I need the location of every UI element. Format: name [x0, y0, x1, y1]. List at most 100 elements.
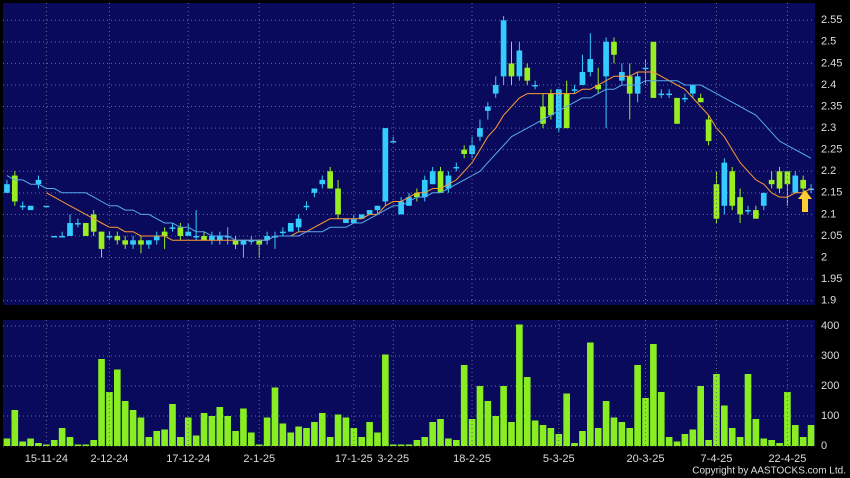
volume-bar — [287, 432, 295, 446]
y-tick-label: 100 — [821, 410, 839, 422]
volume-bar — [539, 425, 547, 446]
candle-body — [90, 214, 97, 232]
candle-body — [51, 235, 58, 238]
candle-body — [75, 223, 81, 225]
candle-body — [571, 89, 578, 91]
candle-body — [548, 93, 554, 116]
candle-body — [713, 184, 720, 219]
candle-body — [524, 67, 531, 81]
candle-body — [130, 240, 136, 245]
volume-bar — [484, 401, 492, 446]
candle-body — [177, 227, 184, 236]
volume-bar — [413, 440, 421, 446]
y-tick-label: 2.05 — [821, 230, 842, 242]
volume-bar — [460, 365, 468, 446]
volume-bar — [311, 422, 318, 446]
candle-body — [256, 240, 263, 245]
x-tick-label: 2-12-24 — [90, 453, 128, 465]
candle-body — [453, 166, 460, 169]
x-tick-label: 18-2-25 — [453, 453, 491, 465]
volume-bar — [587, 342, 594, 446]
volume-bar — [713, 374, 720, 446]
volume-bar — [358, 437, 366, 446]
y-tick-label: 2.1 — [821, 208, 836, 220]
candle-body — [35, 179, 42, 185]
volume-bar — [98, 359, 105, 446]
volume-bar — [594, 428, 602, 446]
x-tick-label: 3-2-25 — [377, 453, 409, 465]
volume-bar — [807, 425, 815, 446]
candle-body — [153, 235, 160, 241]
candle-body — [721, 162, 728, 206]
candle-body — [682, 97, 688, 100]
y-tick-label: 1.9 — [821, 295, 836, 307]
candle-body — [674, 97, 680, 124]
candle-body — [4, 184, 10, 193]
candle-body — [776, 171, 783, 189]
candle-body — [201, 235, 207, 241]
volume-bar — [610, 417, 618, 446]
volume-bar — [760, 438, 768, 446]
volume-bar — [681, 434, 689, 446]
candle-body — [374, 205, 381, 211]
volume-bar — [208, 416, 216, 446]
candle-body — [745, 210, 751, 212]
volume-bar — [326, 437, 334, 446]
candle-body — [193, 235, 199, 238]
volume-bar — [531, 420, 539, 446]
y-tick-label: 2 — [821, 251, 827, 263]
volume-bar — [744, 374, 752, 446]
volume-bar — [579, 431, 586, 446]
candle-body — [753, 210, 759, 219]
volume-bar — [602, 401, 610, 446]
moving-average-line — [6, 80, 812, 241]
volume-bar — [799, 437, 807, 446]
x-tick-label: 7-4-25 — [701, 453, 733, 465]
candle-body — [421, 179, 428, 198]
candle-body — [280, 231, 286, 234]
volume-bar — [161, 429, 168, 446]
y-tick-label: 2.25 — [821, 144, 842, 156]
volume-bar — [523, 377, 531, 446]
candle-body — [209, 235, 215, 241]
volume-bar — [665, 437, 673, 446]
volume-bar — [35, 443, 42, 446]
volume-bar — [768, 440, 775, 446]
candle-body — [768, 179, 775, 185]
volume-bar — [642, 398, 649, 446]
volume-bar — [184, 417, 192, 446]
y-tick-label: 2.35 — [821, 100, 842, 112]
candle-body — [224, 235, 231, 238]
candle-body — [666, 93, 672, 96]
candle-body — [414, 192, 420, 198]
candle-body — [469, 145, 475, 154]
volume-bar — [508, 422, 515, 446]
candle-body — [611, 41, 617, 55]
volume-bar — [673, 441, 681, 446]
volume-bar — [728, 428, 736, 446]
volume-bar — [263, 417, 271, 446]
volume-bar — [177, 437, 184, 446]
volume-bar — [153, 431, 161, 446]
y-tick-label: 300 — [821, 350, 839, 362]
candle-body — [705, 119, 712, 142]
volume-bar — [43, 444, 50, 446]
volume-bar — [374, 432, 381, 446]
candle-body — [760, 192, 767, 206]
candle-body — [650, 41, 657, 98]
volume-bar — [626, 428, 634, 446]
candle-body — [603, 41, 609, 77]
candle-body — [737, 197, 743, 215]
volume-bar — [571, 443, 578, 446]
candle-body — [642, 67, 649, 70]
x-tick-label: 17-1-25 — [335, 453, 373, 465]
volume-bar — [650, 344, 657, 446]
candle-body — [114, 235, 121, 241]
volume-bar — [255, 444, 263, 446]
y-tick-label: 2.4 — [821, 79, 836, 91]
candle-body — [287, 223, 294, 232]
candle-body — [729, 171, 736, 206]
candle-body — [67, 223, 73, 236]
volume-bar — [129, 410, 137, 446]
